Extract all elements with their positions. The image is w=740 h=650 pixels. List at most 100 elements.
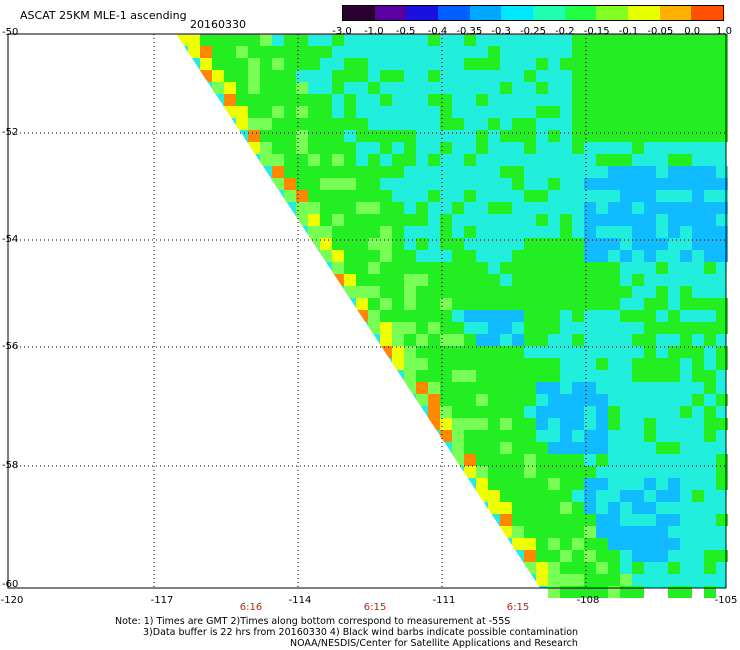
swath-cell	[500, 406, 512, 418]
swath-cell	[392, 322, 404, 334]
swath-cell	[572, 70, 584, 82]
swath-cell	[596, 70, 608, 82]
swath-cell	[356, 130, 368, 142]
swath-cell	[656, 202, 668, 214]
swath-cell	[332, 154, 344, 166]
swath-cell	[524, 286, 536, 298]
swath-cell	[440, 274, 452, 286]
swath-cell	[548, 274, 560, 286]
swath-cell	[704, 370, 716, 382]
swath-cell	[644, 226, 656, 238]
swath-cell	[668, 358, 680, 370]
swath-cell	[572, 586, 584, 598]
swath-cell	[560, 382, 572, 394]
swath-cell	[572, 286, 584, 298]
swath-cell	[596, 262, 608, 274]
swath-cell	[524, 310, 536, 322]
swath-cell	[632, 490, 644, 502]
swath-cell	[704, 226, 716, 238]
swath-cell	[704, 130, 716, 142]
swath-cell	[680, 406, 692, 418]
swath-cell	[632, 310, 644, 322]
swath-cell	[704, 586, 716, 598]
swath-cell	[548, 358, 560, 370]
swath-cell	[644, 526, 656, 538]
lat-label: -50	[2, 27, 19, 38]
swath-cell	[716, 34, 728, 46]
note-line: NOAA/NESDIS/Center for Satellite Applica…	[290, 638, 578, 649]
swath-cell	[548, 406, 560, 418]
swath-cell	[608, 70, 620, 82]
swath-cell	[620, 574, 632, 586]
swath-cell	[512, 310, 524, 322]
swath-cell	[644, 106, 656, 118]
swath-cell	[500, 454, 512, 466]
swath-cell	[512, 130, 524, 142]
swath-cell	[392, 358, 404, 370]
swath-cell	[620, 178, 632, 190]
swath-cell	[236, 82, 248, 94]
swath-cell	[440, 322, 452, 334]
swath-cell	[308, 214, 320, 226]
swath-cell	[368, 154, 380, 166]
swath-cell	[668, 538, 680, 550]
swath-cell	[296, 166, 308, 178]
swath-cell	[560, 574, 572, 586]
swath-cell	[584, 514, 596, 526]
swath-cell	[464, 250, 476, 262]
swath-cell	[392, 250, 404, 262]
swath-cell	[404, 358, 416, 370]
swath-cell	[524, 382, 536, 394]
swath-cell	[704, 250, 716, 262]
color-scale-label: -0.4	[427, 26, 448, 37]
swath-cell	[536, 358, 548, 370]
swath-cell	[620, 250, 632, 262]
swath-cell	[620, 550, 632, 562]
swath-cell	[404, 262, 416, 274]
swath-cell	[632, 46, 644, 58]
swath-cell	[584, 190, 596, 202]
swath-cell	[596, 286, 608, 298]
swath-cell	[608, 46, 620, 58]
swath-cell	[332, 202, 344, 214]
swath-cell	[308, 190, 320, 202]
swath-cell	[608, 166, 620, 178]
swath-cell	[308, 166, 320, 178]
swath-cell	[380, 286, 392, 298]
color-scale-label: -0.2	[555, 26, 575, 37]
swath-cell	[320, 130, 332, 142]
swath-cell	[284, 70, 296, 82]
swath-cell	[656, 166, 668, 178]
swath-cell	[536, 562, 548, 574]
swath-cell	[596, 34, 608, 46]
swath-cell	[476, 478, 488, 490]
swath-cell	[416, 382, 428, 394]
swath-cell	[596, 418, 608, 430]
swath-cell	[572, 238, 584, 250]
swath-cell	[488, 346, 500, 358]
swath-cell	[392, 298, 404, 310]
swath-cell	[416, 310, 428, 322]
swath-cell	[584, 586, 596, 598]
swath-cell	[284, 154, 296, 166]
swath-cell	[380, 238, 392, 250]
swath-cell	[428, 274, 440, 286]
swath-cell	[596, 154, 608, 166]
swath-cell	[632, 274, 644, 286]
no-data-area	[8, 34, 540, 588]
swath-cell	[584, 478, 596, 490]
swath-cell	[608, 490, 620, 502]
swath-cell	[656, 250, 668, 262]
swath-cell	[344, 166, 356, 178]
swath-cell	[284, 178, 296, 190]
swath-cell	[260, 154, 272, 166]
swath-cell	[704, 34, 716, 46]
swath-cell	[548, 262, 560, 274]
swath-cell	[668, 370, 680, 382]
swath-cell	[524, 526, 536, 538]
time-label: 6:15	[506, 602, 530, 613]
swath-cell	[548, 562, 560, 574]
swath-cell	[536, 490, 548, 502]
swath-cell	[584, 526, 596, 538]
swath-cell	[560, 514, 572, 526]
